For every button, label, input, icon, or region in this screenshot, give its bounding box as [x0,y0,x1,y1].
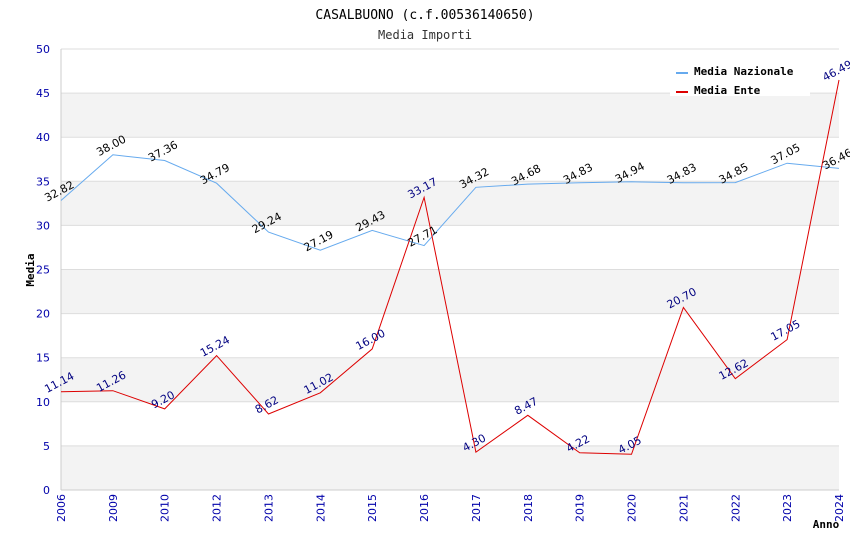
grid-band [61,313,839,358]
x-tick-label: 2010 [159,494,172,522]
legend-box [670,60,810,96]
y-axis-label: Media [24,253,37,286]
grid-bands [61,49,839,490]
legend: Media Nazionale Media Ente [670,60,810,97]
y-tick-label: 15 [36,352,50,365]
grid-band [61,445,839,490]
x-axis-ticks: 2006 2009 2010 2012 2013 2014 2015 2016 2017 2018… [55,494,846,522]
y-tick-label: 40 [36,131,50,144]
x-tick-label: 2009 [107,494,120,522]
grid-band [61,181,839,226]
grid-band [61,357,839,402]
x-tick-label: 2022 [729,494,742,522]
x-tick-label: 2020 [626,494,639,522]
x-tick-label: 2014 [314,494,327,522]
grid-band [61,93,839,138]
y-tick-label: 35 [36,175,50,188]
y-tick-label: 45 [36,87,50,100]
legend-label-ente: Media Ente [694,84,761,97]
x-tick-label: 2018 [522,494,535,522]
x-tick-label: 2024 [833,494,846,522]
y-tick-label: 30 [36,219,50,232]
x-axis-label: Anno [813,518,840,531]
series-lines [60,79,840,455]
series-line-ente [60,79,840,455]
x-tick-label: 2013 [262,494,275,522]
grid-band [61,401,839,446]
y-tick-label: 25 [36,264,50,277]
y-tick-label: 50 [36,43,50,56]
x-tick-label: 2012 [211,494,224,522]
grid-lines [60,48,839,491]
series-line-nazionale [60,154,840,251]
y-tick-label: 0 [43,484,50,497]
legend-label-nazionale: Media Nazionale [694,65,794,78]
y-tick-label: 10 [36,396,50,409]
x-tick-label: 2017 [470,494,483,522]
grid-band [61,269,839,314]
x-tick-label: 2021 [677,494,690,522]
chart-title: CASALBUONO (c.f.00536140650) [315,8,534,23]
y-tick-label: 5 [43,440,50,453]
grid-band [61,225,839,270]
grid-band [61,137,839,182]
x-tick-label: 2015 [366,494,379,522]
chart-subtitle: Media Importi [378,28,472,42]
y-tick-label: 20 [36,308,50,321]
x-tick-label: 2023 [781,494,794,522]
x-tick-label: 2016 [418,494,431,522]
x-tick-label: 2006 [55,494,68,522]
y-axis-ticks: 0 5 10 15 20 25 30 35 40 45 50 [36,43,50,497]
x-tick-label: 2019 [574,494,587,522]
